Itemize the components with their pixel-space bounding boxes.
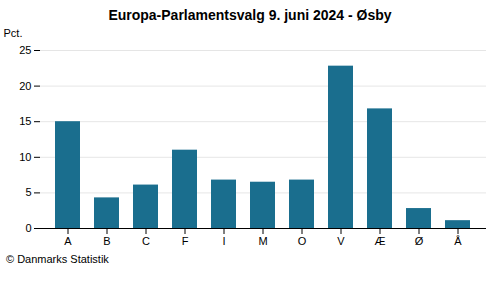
svg-text:10: 10 xyxy=(19,151,31,163)
svg-text:V: V xyxy=(337,235,345,247)
svg-text:Ø: Ø xyxy=(415,235,424,247)
svg-text:F: F xyxy=(182,235,189,247)
svg-text:I: I xyxy=(222,235,225,247)
svg-text:C: C xyxy=(142,235,150,247)
svg-text:Æ: Æ xyxy=(375,235,386,247)
svg-text:A: A xyxy=(64,235,72,247)
svg-text:0: 0 xyxy=(25,222,31,234)
svg-text:O: O xyxy=(298,235,307,247)
svg-text:Pct.: Pct. xyxy=(4,27,23,39)
html-text:© Danmarks Statistik: © Danmarks Statistik xyxy=(6,253,109,265)
svg-text:5: 5 xyxy=(25,186,31,198)
svg-text:B: B xyxy=(103,235,110,247)
svg-text:M: M xyxy=(258,235,267,247)
svg-text:Å: Å xyxy=(454,235,462,247)
html-text:Europa-Parlamentsvalg 9. juni: Europa-Parlamentsvalg 9. juni 2024 - Øsb… xyxy=(108,7,392,23)
svg-text:15: 15 xyxy=(19,115,31,127)
svg-text:20: 20 xyxy=(19,80,31,92)
svg-text:25: 25 xyxy=(19,44,31,56)
